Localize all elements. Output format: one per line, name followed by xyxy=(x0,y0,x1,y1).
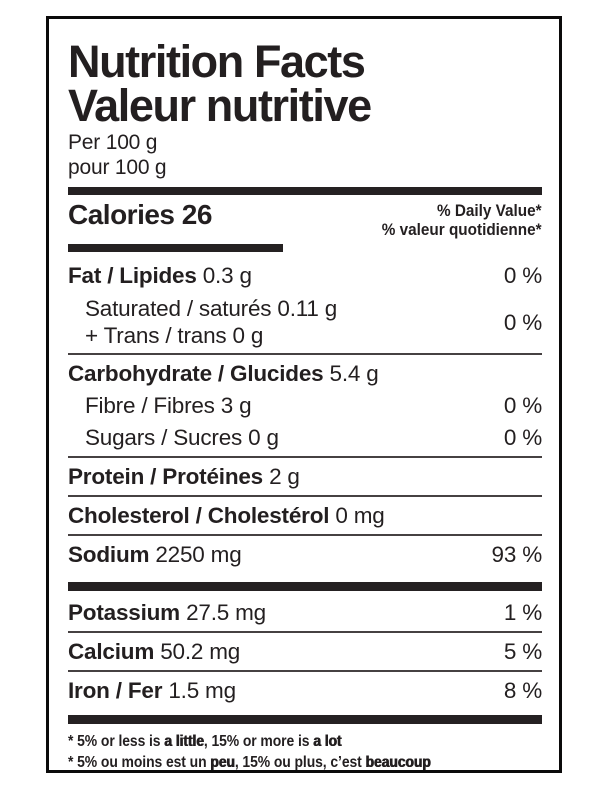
nutrient-name: Iron / Fer 1.5 mg xyxy=(68,678,236,704)
title-fr: Valeur nutritive xyxy=(68,79,372,131)
nutrient-row-iron: Iron / Fer 1.5 mg 8 % xyxy=(68,673,542,708)
nutrient-name: Fibre / Fibres 3 g xyxy=(85,393,252,419)
nutrition-facts-label: Nutrition Facts Valeur nutritive Per 100… xyxy=(46,16,562,773)
divider xyxy=(68,456,542,459)
daily-value: 0 % xyxy=(503,393,542,419)
daily-value-header-en: % Daily Value* xyxy=(437,201,542,220)
sodium-thick-bar xyxy=(68,582,542,592)
daily-value: 5 % xyxy=(503,639,542,665)
serving-size-fr: pour 100 g xyxy=(68,155,167,179)
title-en: Nutrition Facts xyxy=(68,36,366,87)
calories-row: Calories 26 % Daily Value* % valeur quot… xyxy=(68,199,542,239)
nutrient-name: Calcium 50.2 mg xyxy=(68,639,241,665)
nutrient-name: Fat / Lipides 0.3 g xyxy=(68,263,252,289)
daily-value: 0 % xyxy=(503,425,542,451)
footnote-block: * 5% or less is a little, 15% or more is… xyxy=(68,732,542,772)
nutrient-row-saturated-trans: Saturated / saturés 0.11 g + Trans / tra… xyxy=(68,293,542,352)
daily-value: 8 % xyxy=(503,678,542,704)
calories-value: 26 xyxy=(181,199,213,230)
daily-value: 0 % xyxy=(503,309,542,335)
divider xyxy=(68,495,542,498)
daily-value: 0 % xyxy=(503,263,542,289)
serving-size-en: Per 100 g xyxy=(68,131,158,155)
header-thick-bar xyxy=(68,187,542,195)
footnote-thick-bar xyxy=(68,715,542,725)
divider xyxy=(68,353,542,356)
nutrient-name: Sugars / Sucres 0 g xyxy=(85,425,279,451)
nutrient-name: Protein / Protéines 2 g xyxy=(68,464,300,490)
nutrient-name: Sodium 2250 mg xyxy=(68,542,242,568)
daily-value-header: % Daily Value* % valeur quotidienne* xyxy=(382,201,542,239)
nutrient-name: Cholesterol / Cholestérol 0 mg xyxy=(68,503,385,529)
calories-label: Calories 26 xyxy=(68,199,212,231)
nutrient-row-cholesterol: Cholesterol / Cholestérol 0 mg xyxy=(68,498,542,533)
footnote-en: * 5% or less is a little, 15% or more is… xyxy=(68,733,342,751)
nutrient-name: Saturated / saturés 0.11 g + Trans / tra… xyxy=(85,296,338,349)
daily-value: 93 % xyxy=(491,542,543,568)
nutrient-row-protein: Protein / Protéines 2 g xyxy=(68,459,542,494)
nutrient-name: Potassium 27.5 mg xyxy=(68,600,266,626)
footnote-fr: * 5% ou moins est un peu, 15% ou plus, c… xyxy=(68,754,431,772)
divider xyxy=(68,670,542,673)
calories-underline-bar xyxy=(68,244,283,253)
daily-value: 1 % xyxy=(503,600,542,626)
nutrient-name: Carbohydrate / Glucides 5.4 g xyxy=(68,361,379,387)
nutrient-row-fat: Fat / Lipides 0.3 g 0 % xyxy=(68,258,542,293)
nutrient-row-carbohydrate: Carbohydrate / Glucides 5.4 g xyxy=(68,356,542,391)
nutrient-row-potassium: Potassium 27.5 mg 1 % xyxy=(68,595,542,630)
nutrient-row-calcium: Calcium 50.2 mg 5 % xyxy=(68,634,542,669)
calories-word: Calories xyxy=(68,199,175,230)
nutrient-row-sodium: Sodium 2250 mg 93 % xyxy=(68,537,542,572)
daily-value-header-fr: % valeur quotidienne* xyxy=(382,220,542,240)
nutrient-row-fibre: Fibre / Fibres 3 g 0 % xyxy=(68,391,542,423)
nutrient-row-sugars: Sugars / Sucres 0 g 0 % xyxy=(68,423,542,455)
divider xyxy=(68,631,542,634)
divider xyxy=(68,534,542,537)
